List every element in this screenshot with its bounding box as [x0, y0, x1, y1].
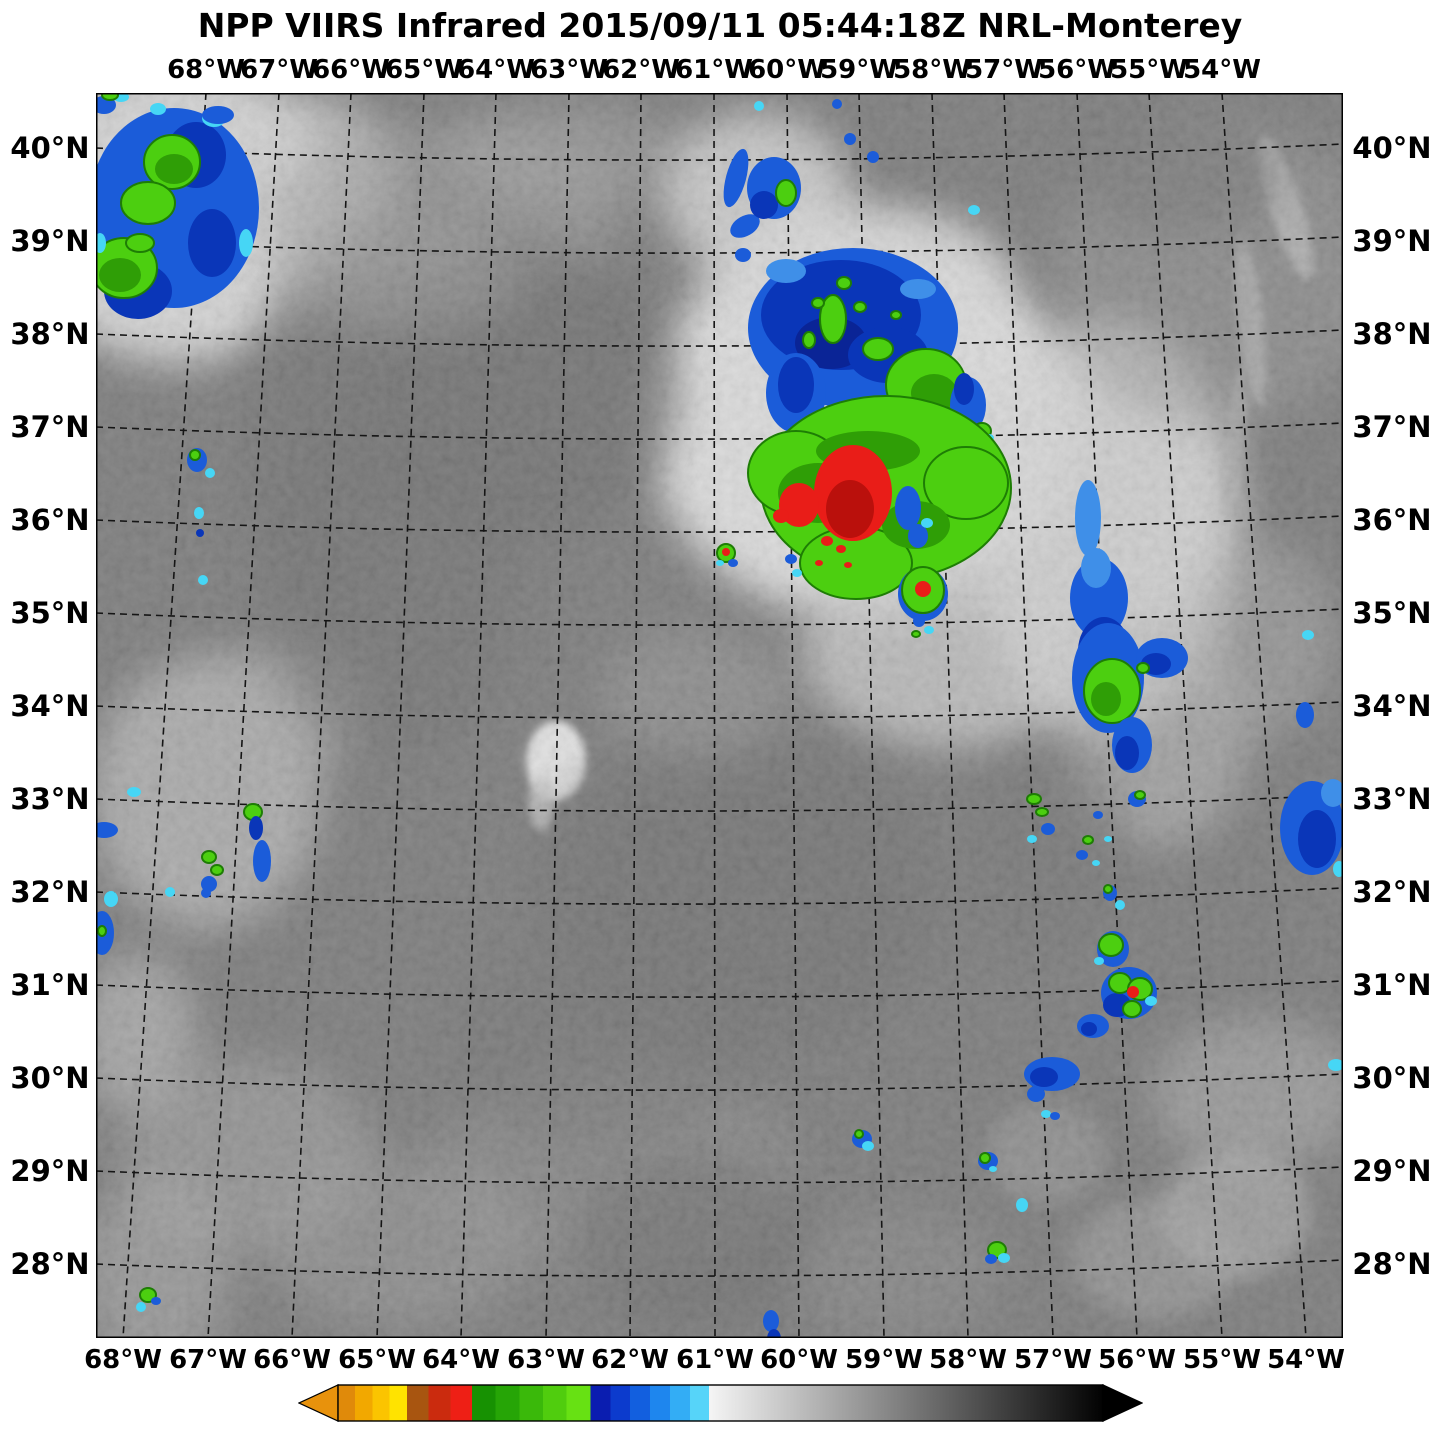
lon-label-bottom-61°W: 61°W: [676, 1345, 754, 1375]
lat-label-right-39°N: 39°N: [1352, 224, 1432, 258]
lon-label-bottom-64°W: 64°W: [422, 1345, 500, 1375]
satellite-map: [96, 93, 1343, 1338]
lat-label-left-34°N: 34°N: [10, 689, 90, 723]
colorbar-right-arrow: [1102, 1384, 1143, 1422]
lon-label-bottom-54°W: 54°W: [1267, 1345, 1345, 1375]
lat-label-right-35°N: 35°N: [1352, 596, 1432, 630]
colorbar-left-arrow: [298, 1384, 339, 1422]
lon-label-bottom-56°W: 56°W: [1098, 1345, 1176, 1375]
longitude-gridline: [1003, 93, 1054, 1338]
lon-label-bottom-62°W: 62°W: [591, 1345, 669, 1375]
lat-label-right-37°N: 37°N: [1352, 410, 1432, 444]
latitude-gridline: [96, 1259, 1343, 1277]
lon-label-top-55°W: 55°W: [1110, 55, 1188, 85]
latitude-gridline: [96, 794, 1343, 812]
lat-label-right-32°N: 32°N: [1352, 875, 1432, 909]
longitude-gridline: [713, 93, 716, 1338]
latitude-gridline: [96, 515, 1343, 533]
lon-label-top-62°W: 62°W: [602, 55, 680, 85]
lon-label-top-59°W: 59°W: [820, 55, 898, 85]
lat-label-right-28°N: 28°N: [1352, 1247, 1432, 1281]
longitude-gridline: [629, 93, 642, 1338]
lat-label-left-36°N: 36°N: [10, 503, 90, 537]
lon-label-bottom-65°W: 65°W: [338, 1345, 416, 1375]
latitude-gridline: [96, 887, 1343, 905]
latitude-gridline: [96, 1166, 1343, 1184]
lon-label-top-56°W: 56°W: [1038, 55, 1116, 85]
latitude-gridline: [96, 422, 1343, 440]
lon-label-top-57°W: 57°W: [965, 55, 1043, 85]
latitude-gridline: [96, 608, 1343, 626]
ir-cold-cloud-features: [96, 93, 1343, 1338]
lon-label-bottom-63°W: 63°W: [507, 1345, 585, 1375]
lon-label-top-67°W: 67°W: [240, 55, 318, 85]
lat-label-right-31°N: 31°N: [1352, 968, 1432, 1002]
longitude-gridline: [545, 93, 570, 1338]
lon-label-top-60°W: 60°W: [748, 55, 826, 85]
lat-label-left-40°N: 40°N: [10, 131, 90, 165]
lon-label-top-58°W: 58°W: [893, 55, 971, 85]
lat-label-right-34°N: 34°N: [1352, 689, 1432, 723]
longitude-gridline: [460, 93, 497, 1338]
lon-label-bottom-58°W: 58°W: [929, 1345, 1007, 1375]
lon-label-top-63°W: 63°W: [530, 55, 608, 85]
latitude-gridline: [96, 1073, 1343, 1091]
longitude-gridline: [1148, 93, 1223, 1338]
lat-label-left-35°N: 35°N: [10, 596, 90, 630]
lat-label-left-31°N: 31°N: [10, 968, 90, 1002]
lon-label-bottom-68°W: 68°W: [84, 1345, 162, 1375]
noise-grain-overlay: [96, 93, 1343, 1338]
lat-label-left-33°N: 33°N: [10, 782, 90, 816]
lon-label-bottom-57°W: 57°W: [1014, 1345, 1092, 1375]
lon-label-top-68°W: 68°W: [167, 55, 245, 85]
longitude-gridline: [291, 93, 352, 1338]
lat-label-right-33°N: 33°N: [1352, 782, 1432, 816]
lon-label-bottom-55°W: 55°W: [1183, 1345, 1261, 1375]
lon-label-bottom-67°W: 67°W: [169, 1345, 247, 1375]
lat-label-right-36°N: 36°N: [1352, 503, 1432, 537]
figure-title: NPP VIIRS Infrared 2015/09/11 05:44:18Z …: [197, 6, 1243, 45]
lat-label-right-38°N: 38°N: [1352, 317, 1432, 351]
longitude-gridline: [1076, 93, 1138, 1338]
lat-label-right-29°N: 29°N: [1352, 1154, 1432, 1188]
ir-temperature-colorbar: [298, 1384, 1143, 1422]
longitude-gridline: [207, 93, 280, 1338]
satellite-image-canvas: [96, 93, 1343, 1338]
latitude-gridline: [96, 329, 1343, 347]
latitude-gridline: [96, 701, 1343, 719]
lon-label-bottom-66°W: 66°W: [253, 1345, 331, 1375]
graticule: [96, 93, 1343, 1338]
latitude-gridline: [96, 236, 1343, 254]
lat-label-left-32°N: 32°N: [10, 875, 90, 909]
colorbar-gradient-body: [337, 1384, 1104, 1422]
lat-label-left-38°N: 38°N: [10, 317, 90, 351]
lat-label-left-37°N: 37°N: [10, 410, 90, 444]
longitude-gridline: [376, 93, 425, 1338]
lat-label-left-39°N: 39°N: [10, 224, 90, 258]
lon-label-bottom-59°W: 59°W: [845, 1345, 923, 1375]
lon-label-bottom-60°W: 60°W: [760, 1345, 838, 1375]
lon-label-top-61°W: 61°W: [675, 55, 753, 85]
latitude-gridline: [96, 980, 1343, 998]
longitude-gridline: [1221, 93, 1307, 1338]
lon-label-top-66°W: 66°W: [312, 55, 390, 85]
lat-label-left-29°N: 29°N: [10, 1154, 90, 1188]
lat-label-left-30°N: 30°N: [10, 1061, 90, 1095]
lat-label-left-28°N: 28°N: [10, 1247, 90, 1281]
lon-label-top-64°W: 64°W: [457, 55, 535, 85]
lon-label-top-65°W: 65°W: [385, 55, 463, 85]
lon-label-top-54°W: 54°W: [1183, 55, 1261, 85]
map-border: [96, 93, 1343, 1338]
lat-label-right-40°N: 40°N: [1352, 131, 1432, 165]
lat-label-right-30°N: 30°N: [1352, 1061, 1432, 1095]
latitude-gridline: [96, 143, 1343, 161]
